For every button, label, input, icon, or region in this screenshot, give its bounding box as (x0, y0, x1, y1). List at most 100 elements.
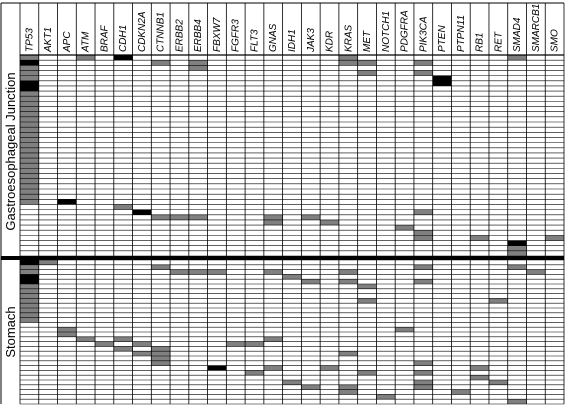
gene-label-akt1: AKT1 (43, 27, 54, 53)
cell-smo-gej-29 (545, 235, 564, 241)
gene-label-smad4: SMAD4 (512, 17, 523, 52)
cell-atm-gej-3 (76, 55, 96, 61)
cell-pik3ca-gej-24 (413, 209, 433, 215)
group-labels: Gastroesophageal Junction Stomach (3, 72, 18, 357)
gene-label-smo: SMO (550, 29, 561, 52)
gene-label-flt3: FLT3 (249, 29, 260, 52)
cell-erbb2-gej-18 (170, 214, 189, 220)
cell-apc-gej-14 (57, 199, 77, 205)
gene-label-idh1: IDH1 (287, 29, 298, 52)
gene-label-rb1: RB1 (475, 33, 486, 52)
cell-jak3-stomach-65 (301, 384, 321, 390)
group-divider (1, 256, 564, 260)
cell-cdkn2a-stomach-56 (132, 351, 152, 356)
cell-kdr-stomach-66 (320, 365, 339, 371)
cell-fbxw7-stomach-37 (207, 269, 227, 275)
cell-pik3ca-gej-11 (413, 70, 433, 76)
gene-label-pten: PTEN (437, 25, 448, 52)
cell-notch1-stomach-70 (376, 394, 396, 400)
gene-label-gnas: GNAS (268, 23, 279, 52)
cell-smad4-stomach-79 (507, 399, 527, 404)
cell-pdgfra-gej-23 (395, 225, 414, 231)
cell-smad4-gej-13 (507, 55, 527, 61)
gene-label-erbb2: ERBB2 (174, 19, 185, 52)
cell-jak3-stomach-40 (301, 279, 321, 284)
cell-idh1-stomach-39 (282, 274, 302, 280)
cell-rb1-gej-26 (470, 235, 489, 241)
cell-akt1-stomach-33 (38, 260, 58, 265)
cell-ctnnb1-stomach-34 (151, 264, 171, 270)
cell-met-stomach-44 (357, 298, 377, 304)
gene-label-cdkn2a: CDKN2A (137, 11, 148, 52)
cell-gnas-stomach-38 (263, 269, 283, 275)
cell-cdh1-stomach-53 (113, 336, 133, 342)
cell-pdgfra-stomach-71 (395, 327, 414, 332)
cell-rb1-stomach-76 (470, 365, 489, 371)
cell-erbb2-stomach-35 (170, 269, 189, 275)
cell-pik3ca-stomach-46 (413, 279, 433, 284)
cell-pik3ca-stomach-45 (413, 264, 433, 270)
cell-fbxw7-stomach-58 (207, 365, 227, 371)
cell-fgfr3-stomach-59 (226, 341, 246, 347)
cell-rb1-stomach-77 (470, 375, 489, 380)
cell-smad4-gej-27 (507, 240, 527, 246)
gene-label-notch1: NOTCH1 (381, 11, 392, 52)
cell-idh1-stomach-64 (282, 380, 302, 385)
cell-met-gej-9 (357, 70, 377, 76)
cell-jak3-gej-21 (301, 214, 321, 220)
cell-met-stomach-43 (357, 284, 377, 289)
group-label-stomach: Stomach (3, 306, 18, 357)
cells-layer (20, 55, 564, 404)
cell-tp53-stomach-31 (20, 260, 39, 265)
cell-atm-stomach-51 (76, 336, 96, 342)
gene-label-fbxw7: FBXW7 (212, 17, 223, 52)
gene-label-ctnnb1: CTNNB1 (156, 12, 167, 52)
gene-label-ptpn11: PTPN11 (456, 15, 467, 52)
cell-kras-stomach-42 (338, 279, 358, 284)
cell-cdkn2a-gej-16 (132, 209, 152, 215)
gene-label-kras: KRAS (343, 24, 354, 52)
gene-label-erbb4: ERBB4 (193, 19, 204, 52)
cell-ret-stomach-47 (488, 298, 508, 304)
cell-ptpn11-stomach-75 (451, 389, 471, 395)
cell-ret-stomach-78 (488, 380, 508, 385)
group-label-gastroesophageal-junction: Gastroesophageal Junction (3, 72, 18, 230)
cell-ctnnb1-gej-5 (151, 60, 171, 66)
gene-label-ret: RET (493, 31, 504, 52)
gene-label-pik3ca: PIK3CA (418, 16, 429, 52)
cell-gnas-stomach-63 (263, 365, 283, 371)
cell-kras-stomach-41 (338, 269, 358, 275)
gene-label-atm: ATM (81, 31, 92, 53)
cell-smad4-stomach-48 (507, 264, 527, 270)
gene-label-braf: BRAF (99, 24, 110, 52)
gene-label-smarcb1: SMARCB1 (531, 4, 542, 52)
gene-label-cdh1: CDH1 (118, 25, 129, 52)
cell-cdh1-gej-4 (113, 55, 133, 61)
cell-pik3ca-stomach-72 (413, 360, 433, 366)
gene-label-jak3: JAK3 (306, 28, 317, 53)
cell-ctnnb1-gej-17 (151, 214, 171, 220)
cell-gnas-stomach-62 (263, 336, 283, 342)
cell-pik3ca-stomach-73 (413, 370, 433, 376)
cell-met-stomach-69 (357, 370, 377, 376)
cell-flt3-stomach-61 (245, 370, 264, 376)
gene-label-met: MET (362, 30, 373, 52)
cell-kdr-gej-22 (320, 219, 339, 226)
cell-tp53-gej-0 (20, 55, 39, 205)
gene-label-tp53: TP53 (24, 28, 35, 52)
cell-smarcb1-stomach-49 (526, 269, 546, 275)
cell-cdh1-stomach-54 (113, 346, 133, 352)
cell-tp53-gej-1 (20, 60, 39, 66)
cell-erbb4-gej-19 (188, 214, 208, 220)
gene-header: TP53 AKT1 APC ATM BRAF CDH1 CDKN2A CTNNB1 ERBB2 E… (24, 4, 560, 53)
cell-cdkn2a-stomach-55 (132, 341, 152, 347)
cell-flt3-stomach-60 (245, 341, 264, 347)
cell-kras-stomach-67 (338, 351, 358, 356)
gene-label-pdgfra: PDGFRA (400, 10, 411, 52)
cell-pik3ca-gej-10 (413, 60, 433, 66)
cell-met-gej-8 (357, 60, 377, 66)
cell-cdh1-gej-15 (113, 204, 133, 210)
cell-braf-stomach-52 (95, 341, 114, 347)
